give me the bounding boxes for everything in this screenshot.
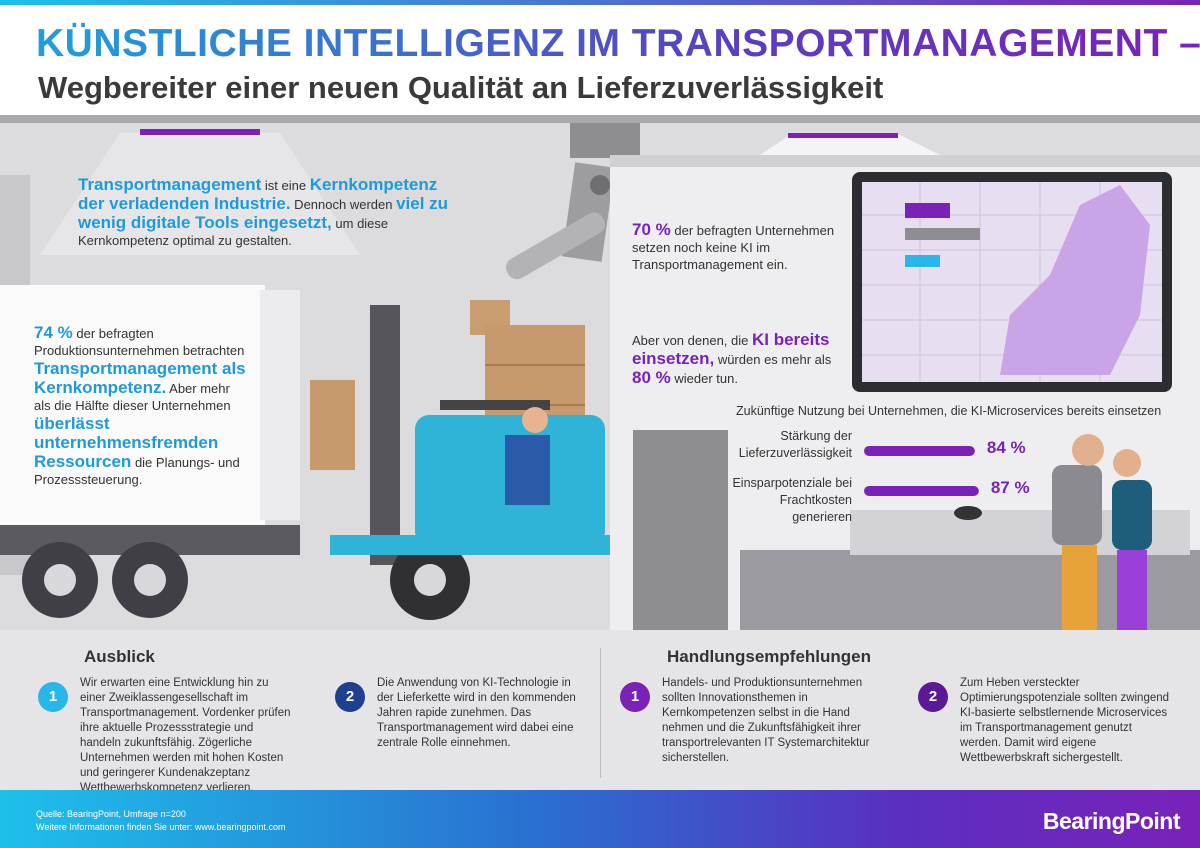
number-badge: 1 [38,682,68,712]
category-label: Stärkung der Lieferzuverlässigkeit [738,429,852,460]
bar-chart [864,446,979,496]
subtitle: Wegbereiter einer neuen Qualität an Lief… [38,70,884,105]
category-label: Einsparpotenziale bei Frachtkosten gener… [732,476,852,524]
item-text: Zum Heben versteckter Optimierungspotenz… [960,677,1170,764]
item-text: Handels- und Produktionsunternehmen soll… [662,677,870,764]
highlight-text: 80 % [632,368,671,387]
body-text: Dennoch werden [290,197,397,212]
item-text: Wir erwarten eine Entwicklung hin zu ein… [80,677,291,794]
intro-text: Transportmanagement ist eine Kernkompete… [78,175,458,249]
highlight-text: Transportmanagement als Kernkompetenz. [34,359,246,397]
highlight-text: viel zu wenig digitale Tools eingesetzt, [78,194,449,232]
more-info: Weitere Informationen finden Sie unter: … [36,822,286,832]
number-badge: 2 [335,682,365,712]
highlight-text: 70 % [632,220,671,239]
stat-right-1: 70 % der befragten Unternehmen setzen no… [632,220,842,273]
highlight-text: KI bereits einsetzen, [632,330,830,368]
body-text: ist eine [261,178,310,193]
divider [600,648,601,778]
body-text: die Planungs- und Prozesssteuerung. [34,455,240,487]
highlight-text: Kernkompetenz der verladenden Industrie. [78,175,438,213]
body-text: würden es mehr als [714,352,832,367]
illustration [0,115,1200,630]
chart-title: Zukünftige Nutzung bei Unternehmen, die … [736,404,1162,418]
body-text: der befragten Unternehmen setzen noch ke… [632,223,835,272]
number-badge: 2 [918,682,948,712]
body-text: um diese Kernkompetenz optimal zu gestal… [78,216,389,248]
title: KÜNSTLICHE INTELLIGENZ IM TRANSPORTMANAG… [36,22,1200,65]
footer [0,790,1200,848]
number-badge: 1 [620,682,650,712]
stat-right-2: Aber von denen, die KI bereits einsetzen… [632,330,842,387]
section-heading: Ausblick [84,647,155,666]
source: Quelle: BearingPoint, Umfrage n=200 [36,809,186,819]
body-text: wieder tun. [670,371,738,386]
body-text: der befragten Produktionsunternehmen bet… [34,326,245,358]
highlight-text: Transportmanagement [78,175,262,194]
value-label: 87 % [990,478,1030,497]
value-label: 84 % [986,438,1026,457]
logo: BearingPoint [1042,808,1181,834]
body-text: Aber von denen, die [632,333,752,348]
body-text: Aber mehr als die Hälfte dieser Unterneh… [34,381,231,413]
stat-left: 74 % der befragten Produktionsunternehme… [34,323,249,488]
highlight-text: 74 % [34,323,73,342]
highlight-text: überlässt unternehmensfremden Ressourcen [34,414,219,471]
bar [864,446,975,456]
bar [864,486,979,496]
section-heading: Handlungsempfehlungen [667,647,871,666]
top-bar [0,0,1200,5]
item-text: Die Anwendung von KI-Technologie in der … [377,677,576,749]
